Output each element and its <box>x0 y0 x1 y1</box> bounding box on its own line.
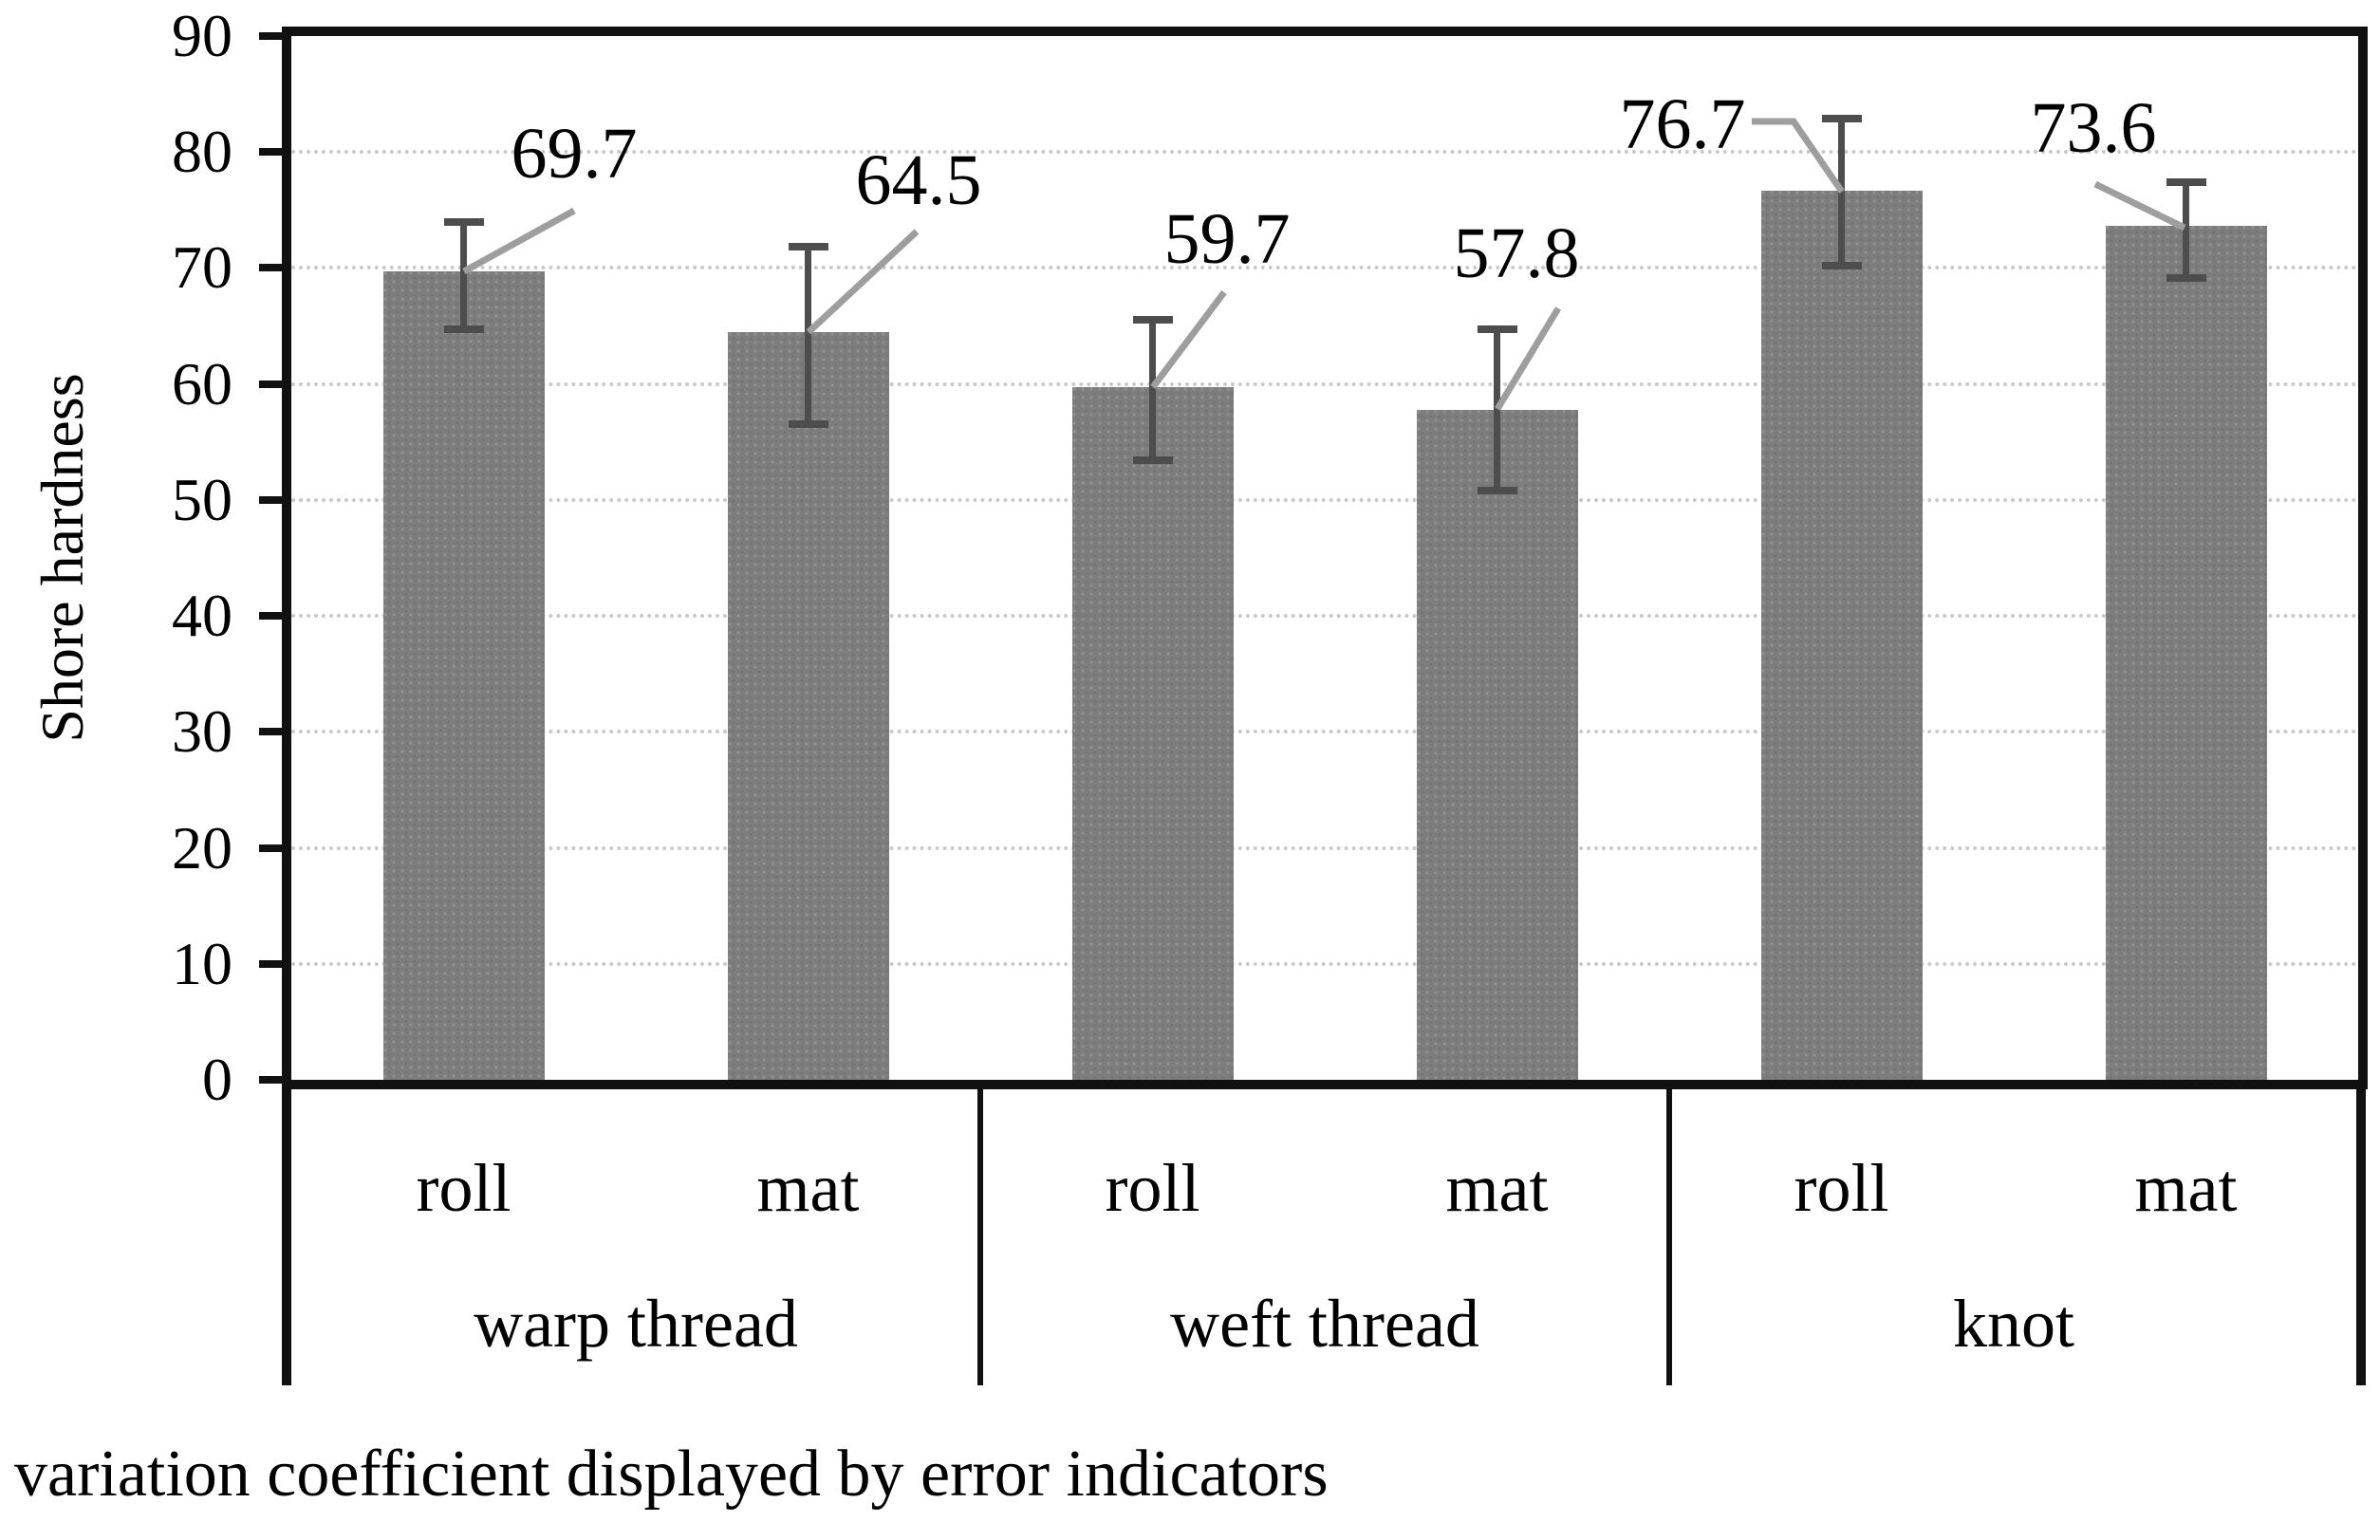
group-label: weft thread <box>1170 1286 1479 1362</box>
y-tick-label: 90 <box>172 2 232 69</box>
y-tick <box>259 495 291 504</box>
figure-caption: variation coefficient displayed by error… <box>14 1438 1329 1511</box>
y-tick-label: 60 <box>172 349 232 417</box>
data-label: 73.6 <box>2030 88 2157 168</box>
error-bar-cap <box>1821 114 1862 122</box>
error-bar-cap <box>2166 274 2206 283</box>
y-tick <box>259 264 291 272</box>
category-label: roll <box>1105 1150 1200 1226</box>
data-label: 59.7 <box>1163 199 1291 279</box>
category-label: roll <box>1794 1150 1889 1226</box>
bar <box>2105 226 2267 1080</box>
y-tick-label: 30 <box>172 697 232 766</box>
error-bar-cap <box>788 243 828 251</box>
y-tick-label: 70 <box>172 233 232 302</box>
y-tick-label: 40 <box>172 582 232 650</box>
gridline <box>291 614 2358 619</box>
data-label: 57.8 <box>1453 213 1580 293</box>
error-bar-cap <box>1132 316 1173 325</box>
error-bar <box>805 247 811 425</box>
category-label: mat <box>756 1150 860 1226</box>
bar <box>727 331 889 1080</box>
y-tick <box>259 612 291 621</box>
error-bar-cap <box>1477 487 1517 495</box>
y-tick <box>259 959 291 968</box>
error-bar <box>460 221 467 330</box>
data-label: 76.7 <box>1619 84 1746 164</box>
y-tick <box>259 148 291 157</box>
category-label: mat <box>2134 1150 2238 1226</box>
data-label: 69.7 <box>511 114 638 194</box>
y-tick <box>259 32 291 40</box>
axis-edge-right <box>2356 1089 2366 1385</box>
error-bar-cap <box>443 325 484 334</box>
gridline <box>291 845 2358 850</box>
error-bar <box>1494 329 1500 492</box>
group-separator <box>1666 1089 1672 1385</box>
y-tick <box>259 844 291 852</box>
y-axis-title: Shore hardness <box>28 373 96 743</box>
gridline <box>291 497 2358 502</box>
data-label: 64.5 <box>855 140 982 220</box>
bar <box>1071 387 1234 1080</box>
plot-area <box>282 27 2368 1089</box>
error-bar-cap <box>443 217 484 226</box>
error-bar <box>2183 182 2189 279</box>
error-bar-cap <box>1132 456 1173 465</box>
y-tick <box>259 1076 291 1084</box>
group-label: knot <box>1952 1286 2074 1362</box>
bar <box>1760 190 1923 1080</box>
error-bar <box>1838 118 1845 266</box>
gridline <box>291 266 2358 270</box>
gridline <box>291 381 2358 386</box>
y-tick-label: 80 <box>172 118 232 186</box>
y-tick-label: 0 <box>202 1046 232 1113</box>
error-bar-cap <box>1821 262 1862 269</box>
error-bar-cap <box>788 420 828 429</box>
group-separator <box>977 1089 983 1385</box>
bar <box>1416 409 1578 1080</box>
error-bar-cap <box>1477 325 1517 334</box>
y-tick-label: 10 <box>172 929 232 997</box>
category-label: roll <box>416 1150 511 1226</box>
axis-edge-left <box>282 1089 291 1385</box>
y-tick <box>259 380 291 388</box>
error-bar-cap <box>2166 178 2206 186</box>
y-tick-label: 50 <box>172 465 232 533</box>
gridline <box>291 961 2358 966</box>
group-label: warp thread <box>474 1286 798 1362</box>
gridline <box>291 150 2358 155</box>
gridline <box>291 730 2358 734</box>
error-bar <box>1149 320 1156 461</box>
bar <box>382 271 545 1080</box>
category-label: mat <box>1445 1150 1549 1226</box>
y-tick <box>259 728 291 736</box>
y-tick-label: 20 <box>172 813 232 881</box>
